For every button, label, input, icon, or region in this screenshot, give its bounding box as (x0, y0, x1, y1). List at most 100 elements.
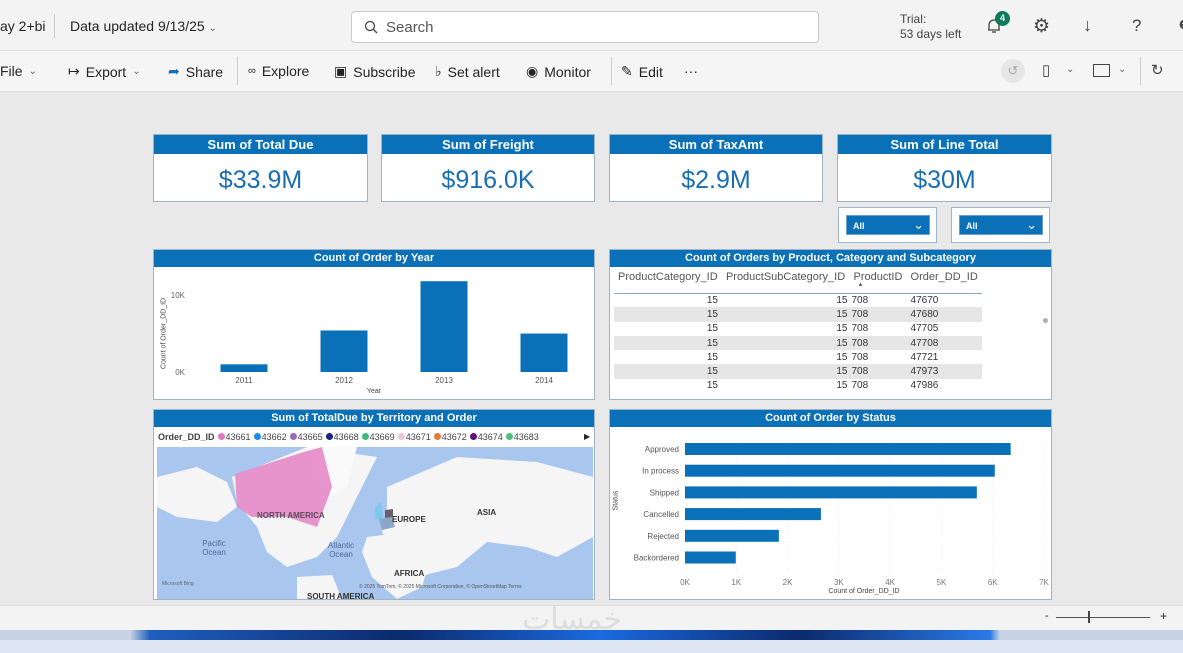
slicer-1: All ⌄ (838, 207, 937, 243)
legend-next-arrow[interactable]: ▶ (584, 432, 591, 441)
edit-label: Edit (638, 63, 663, 80)
map-label-europe: EUROPE (392, 515, 426, 524)
zoom-in-button[interactable]: + (1160, 609, 1168, 623)
account-icon[interactable]: ☻ (1176, 16, 1183, 34)
chevron-down-icon[interactable]: ⌄ (1118, 64, 1127, 75)
column-header[interactable]: Order_DD_ID (910, 270, 978, 283)
share-label: Share (185, 63, 224, 80)
divider (54, 14, 55, 38)
search-input[interactable]: Search (351, 11, 819, 43)
slicer-dropdown[interactable]: All ⌄ (846, 215, 930, 235)
legend-item[interactable]: 43669 (361, 432, 395, 442)
legend-item[interactable]: 43661 (217, 432, 251, 442)
set-alert-button[interactable]: ♭ Set alert (435, 63, 500, 80)
workspace-name[interactable]: ay 2+bi (0, 18, 46, 34)
legend-item[interactable]: 43671 (397, 432, 431, 442)
y-tick-label: In process (642, 467, 679, 476)
table-cell: 15 (836, 337, 848, 349)
export-label: Export (85, 63, 127, 80)
export-icon: ↦ (68, 63, 80, 79)
monitor-label: Monitor (544, 63, 591, 80)
kpi-line-total: Sum of Line Total $30M (837, 134, 1052, 202)
slicer-2: All ⌄ (951, 207, 1050, 243)
legend-dot (289, 433, 297, 440)
map-label-asia: ASIA (477, 508, 497, 517)
legend-label: 43672 (441, 432, 467, 442)
edit-button[interactable]: ✎ Edit (621, 63, 663, 80)
more-options-button[interactable]: ··· (684, 63, 698, 79)
table-cell: 47721 (910, 351, 939, 363)
legend-dot (397, 433, 405, 440)
table-cell: 15 (836, 323, 848, 335)
table-row[interactable]: 15 15 708 47986 (614, 379, 982, 393)
bar-approved (685, 443, 1011, 455)
subscribe-button[interactable]: ▣ Subscribe (334, 63, 416, 80)
y-tick-label: Shipped (650, 488, 679, 497)
share-icon: ➦ (168, 63, 180, 79)
legend-item[interactable]: 43672 (433, 432, 467, 442)
x-tick-label: 0K (680, 578, 690, 587)
file-menu[interactable]: File ⌄ (0, 63, 37, 79)
column-header[interactable]: ProductID ▲ (849, 269, 906, 293)
table-row[interactable]: 15 15 708 47708 (614, 335, 982, 351)
legend-item[interactable]: 43683 (505, 432, 539, 442)
table-row[interactable]: 15 15 708 47670 (614, 293, 982, 307)
table-row[interactable]: 15 15 708 47721 (614, 350, 982, 364)
zoom-slider-thumb[interactable] (1088, 611, 1090, 623)
x-tick-label: 4K (885, 578, 895, 587)
help-icon[interactable]: ? (1132, 16, 1142, 35)
x-tick-label: 2014 (535, 376, 553, 385)
scrollbar[interactable] (1043, 318, 1048, 323)
chart-title: Count of Order by Status (610, 410, 1051, 427)
kpi-total-due: Sum of Total Due $33.9M (153, 134, 368, 202)
bar-in-process (685, 464, 995, 477)
export-menu[interactable]: ↦ Export ⌄ (68, 63, 141, 80)
legend-item[interactable]: 43665 (289, 432, 323, 442)
map-legend: Order_DD_ID 43661 43662 43665 43668 43669 436… (158, 432, 539, 442)
table-row[interactable]: 15 15 708 47973 (614, 364, 982, 379)
bar-rejected (685, 529, 779, 542)
zoom-slider[interactable] (1056, 617, 1150, 618)
chevron-down-icon[interactable]: ⌄ (1066, 64, 1075, 75)
sort-ascending-icon: ▲ (857, 282, 864, 288)
share-button[interactable]: ➦ Share (168, 63, 223, 80)
bar-2014 (520, 333, 568, 372)
refresh-icon[interactable]: ↻ (1151, 62, 1164, 79)
table-cell: 15 (836, 308, 848, 320)
x-tick-label: 6K (988, 578, 998, 587)
trial-days: 53 days left (900, 27, 962, 41)
chevron-down-icon: ⌄ (1026, 217, 1037, 232)
data-updated[interactable]: Data updated 9/13/25 ⌄ (70, 18, 217, 34)
y-tick-label: 10K (171, 291, 186, 300)
kpi-value: $2.9M (681, 166, 751, 194)
download-icon[interactable]: ↓ (1083, 15, 1092, 35)
legend-item[interactable]: 43668 (325, 432, 359, 442)
notifications-button[interactable]: 4 (985, 11, 1010, 40)
pencil-icon: ✎ (621, 63, 633, 79)
settings-icon[interactable]: ⚙ (1033, 16, 1051, 37)
column-header[interactable]: ProductCategory_ID (618, 270, 718, 283)
legend-item[interactable]: 43662 (253, 432, 287, 442)
column-header[interactable]: ProductSubCategory_ID (725, 270, 846, 283)
view-icon[interactable] (1093, 64, 1110, 77)
undo-icon[interactable]: ↺ (1001, 59, 1025, 83)
monitor-icon: ◉ (526, 63, 539, 79)
legend-dot (505, 433, 513, 440)
explore-button[interactable]: ∞ Explore (248, 63, 309, 79)
table-row[interactable]: 15 15 708 47705 (614, 322, 982, 336)
data-updated-label: Data updated 9/13/25 (70, 18, 205, 34)
table-cell: 47973 (910, 366, 939, 378)
map-label-south-america: SOUTH AMERICA (307, 592, 375, 600)
kpi-freight: Sum of Freight $916.0K (381, 134, 595, 202)
table-row[interactable]: 15 15 708 47680 (614, 307, 982, 322)
trial-label: Trial: (900, 12, 927, 26)
map-canvas[interactable] (157, 447, 593, 599)
table-cell: 47708 (910, 337, 939, 349)
monitor-button[interactable]: ◉ Monitor (526, 63, 591, 80)
desktop-wallpaper (0, 630, 1183, 640)
zoom-out-button[interactable]: - (1045, 610, 1049, 622)
bookmark-icon[interactable]: ▯ (1042, 62, 1051, 79)
x-tick-label: 2K (783, 578, 793, 587)
slicer-dropdown[interactable]: All ⌄ (959, 215, 1043, 235)
legend-item[interactable]: 43674 (469, 432, 503, 442)
